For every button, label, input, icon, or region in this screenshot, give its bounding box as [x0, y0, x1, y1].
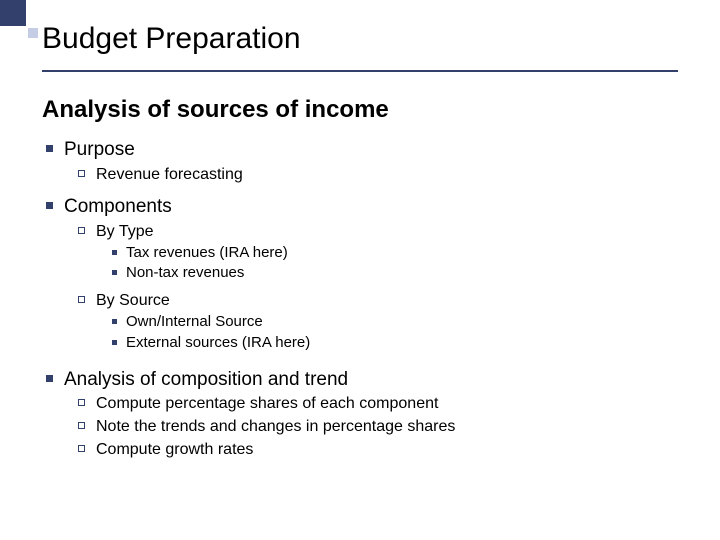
bullet-lvl2: Note the trends and changes in percentag…	[76, 417, 678, 437]
bullet-lvl2: By Type	[76, 222, 678, 242]
bullet-lvl1: Analysis of composition and trend	[42, 368, 678, 392]
slide-subtitle: Analysis of sources of income	[42, 96, 389, 124]
bullet-lvl1: Purpose	[42, 138, 678, 162]
bullet-lvl2: Revenue forecasting	[76, 165, 678, 185]
slide-title: Budget Preparation	[42, 22, 301, 56]
bullet-lvl2: By Source	[76, 291, 678, 311]
bullet-lvl3: Tax revenues (IRA here)	[108, 244, 678, 263]
corner-decoration-small	[28, 28, 38, 38]
bullet-lvl1: Components	[42, 195, 678, 219]
bullet-lvl2: Compute growth rates	[76, 440, 678, 460]
bullet-lvl3: External sources (IRA here)	[108, 334, 678, 353]
slide: Budget Preparation Analysis of sources o…	[0, 0, 720, 540]
bullet-lvl2: Compute percentage shares of each compon…	[76, 394, 678, 414]
bullet-lvl3: Non-tax revenues	[108, 264, 678, 283]
bullet-lvl3: Own/Internal Source	[108, 313, 678, 332]
slide-body: Purpose Revenue forecasting Components B…	[42, 134, 678, 462]
title-underline	[42, 70, 678, 72]
corner-decoration-large	[0, 0, 26, 26]
